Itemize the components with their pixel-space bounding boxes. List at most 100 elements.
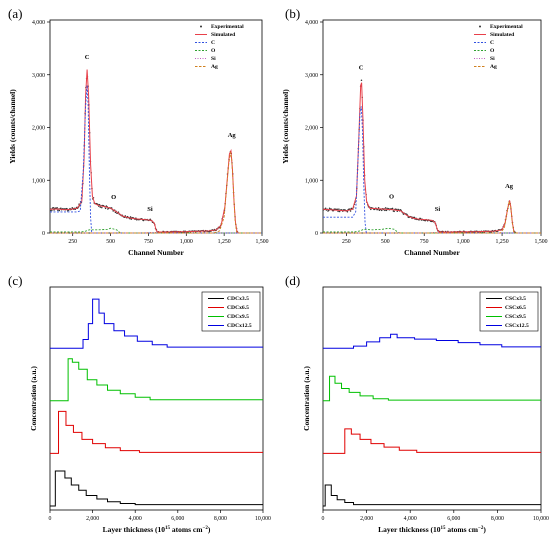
y-tick-label: 2,000 — [32, 126, 45, 132]
x-tick-label: 0 — [322, 516, 325, 522]
legend: CDCx3.5 CDCx6.5 CDCx9.5 CDCx12.5 — [201, 291, 261, 332]
experimental-point — [51, 209, 53, 212]
peak-label-ag: Ag — [505, 183, 514, 190]
y-tick-label: 4,000 — [305, 20, 318, 26]
series-line-o — [323, 227, 541, 234]
legend-label: Ag — [211, 64, 218, 70]
x-tick-label: 1,500 — [534, 239, 547, 245]
y-axis-ticks: 0 1,000 2,000 3,000 4,000 — [32, 20, 50, 237]
x-tick-label: 10,000 — [255, 516, 271, 522]
experimental-point — [386, 207, 388, 210]
x-axis-title: Layer thickness (1015 atoms cm−2) — [378, 525, 486, 534]
series-line-cscx6-5 — [323, 428, 541, 454]
legend-label: CDCx12.5 — [227, 323, 252, 329]
legend-label: Experimental — [490, 24, 523, 30]
experimental-point — [101, 206, 103, 209]
y-tick-label: 1,000 — [305, 178, 318, 184]
series-line-ag — [50, 152, 262, 234]
peak-label-c: C — [85, 54, 90, 61]
y-tick-label: 0 — [315, 231, 318, 237]
x-axis-title: Channel Number — [404, 248, 460, 257]
panel-tag: (b) — [285, 6, 300, 21]
experimental-point — [346, 210, 349, 213]
legend-label: Experimental — [211, 24, 244, 30]
y-axis-title: Yields (counts/channel) — [281, 89, 290, 164]
peak-label-si: Si — [435, 206, 441, 213]
legend-label: CDCx9.5 — [227, 314, 249, 320]
y-tick-label: 4,000 — [32, 20, 45, 26]
experimental-point — [413, 216, 416, 219]
experimental-point — [384, 209, 386, 212]
y-axis-title: Concentration (a.u.) — [29, 366, 38, 431]
x-tick-label: 8,000 — [214, 516, 227, 522]
x-tick-label: 1,250 — [496, 239, 509, 245]
series-line-simulated — [322, 82, 541, 234]
experimental-point — [56, 206, 58, 209]
peak-label-o: O — [111, 194, 116, 201]
experimental-point — [66, 207, 68, 210]
x-tick-label: 2,000 — [360, 516, 373, 522]
legend-label: C — [211, 40, 215, 46]
x-tick-label: 4,000 — [404, 516, 417, 522]
legend-label: CSCx3.5 — [505, 296, 526, 302]
plot-frame — [322, 286, 542, 511]
x-tick-label: 4,000 — [129, 516, 142, 522]
experimental-point — [99, 206, 102, 208]
y-tick-label: 3,000 — [305, 73, 318, 79]
series-line-cdcx3-5 — [50, 470, 263, 507]
series-experimental — [49, 75, 239, 234]
panel-c: (c) 0 2,000 4,000 6,000 8,000 10,000 Layer thic… — [8, 273, 271, 534]
experimental-point — [384, 207, 387, 209]
x-tick-label: 0 — [49, 516, 52, 522]
panel-tag: (a) — [8, 6, 22, 21]
legend-label: Ag — [490, 64, 497, 70]
experimental-point — [349, 210, 352, 212]
series-line-cscx12-5 — [323, 333, 541, 349]
series-line-cdcx9-5 — [50, 358, 263, 402]
x-tick-label: 6,000 — [447, 516, 460, 522]
legend-label: CDCx3.5 — [227, 296, 249, 302]
legend-label: CDCx6.5 — [227, 305, 249, 311]
x-tick-label: 10,000 — [533, 516, 549, 522]
x-tick-label: 500 — [381, 239, 390, 245]
experimental-point — [360, 79, 363, 81]
series-line-cdcx12-5 — [50, 298, 263, 349]
panel-tag: (c) — [8, 273, 22, 288]
experimental-point — [336, 208, 339, 211]
x-tick-label: 750 — [420, 239, 429, 245]
peak-label-si: Si — [147, 206, 153, 213]
legend-label: Simulated — [490, 32, 515, 38]
legend-label: O — [490, 48, 495, 54]
experimental-point — [380, 209, 383, 212]
x-axis-ticks: 0 2,000 4,000 6,000 8,000 10,000 — [49, 510, 271, 522]
experimental-point — [57, 209, 59, 212]
series-experimental — [322, 79, 517, 234]
legend-marker — [200, 25, 202, 28]
x-axis-ticks: 0 2,000 4,000 6,000 8,000 10,000 — [322, 510, 549, 522]
experimental-point — [98, 203, 101, 206]
series-line-cscx9-5 — [323, 375, 541, 402]
x-tick-label: 6,000 — [171, 516, 184, 522]
series-line-c — [50, 85, 262, 234]
series-line-o — [50, 227, 262, 234]
x-tick-label: 8,000 — [491, 516, 504, 522]
legend-label: CSCx9.5 — [505, 314, 526, 320]
x-tick-label: 1,250 — [218, 239, 231, 245]
plot-frame — [322, 19, 542, 234]
legend-label: Simulated — [211, 32, 236, 38]
experimental-point — [393, 210, 395, 213]
y-axis-title: Concentration (a.u.) — [302, 366, 311, 431]
peak-label-ag: Ag — [228, 132, 237, 139]
legend: Experimental Simulated CO Si Ag — [474, 24, 523, 70]
experimental-point — [58, 209, 61, 212]
y-tick-label: 1,000 — [32, 178, 45, 184]
experimental-point — [324, 207, 327, 210]
panel-d: (d) 0 2,000 4,000 6,000 8,000 10,000 Layer thic… — [285, 273, 549, 534]
panel-tag: (d) — [285, 273, 300, 288]
experimental-point — [377, 206, 380, 209]
y-tick-label: 0 — [42, 231, 45, 237]
experimental-point — [419, 217, 422, 220]
experimental-point — [60, 207, 62, 210]
peak-label-c: C — [359, 64, 364, 71]
